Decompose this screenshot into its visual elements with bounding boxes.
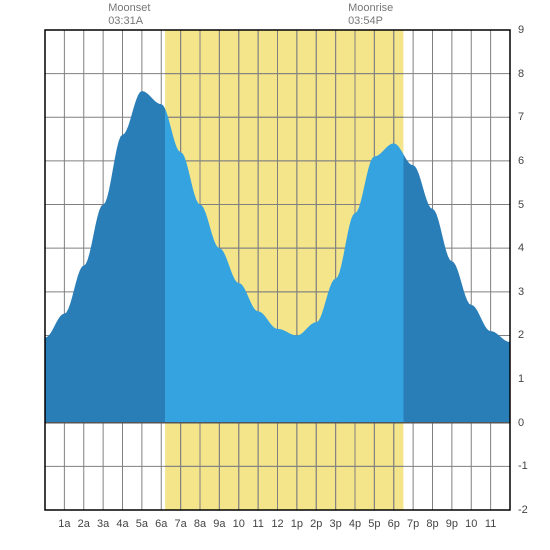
- y-tick-label: 2: [518, 329, 524, 341]
- x-tick-label: 9p: [446, 518, 458, 530]
- x-tick-label: 3p: [330, 518, 342, 530]
- x-tick-label: 2p: [310, 518, 322, 530]
- y-tick-label: 8: [518, 68, 524, 80]
- x-tick-label: 6a: [155, 518, 167, 530]
- y-tick-label: 9: [518, 24, 524, 36]
- x-tick-label: 5a: [136, 518, 148, 530]
- y-tick-label: 3: [518, 286, 524, 298]
- x-tick-label: 10: [233, 518, 245, 530]
- x-tick-label: 1a: [58, 518, 70, 530]
- y-tick-label: 4: [518, 242, 524, 254]
- x-tick-label: 5p: [368, 518, 380, 530]
- chart-svg: [0, 0, 550, 550]
- moonrise-annotation: Moonrise03:54P: [348, 2, 393, 28]
- y-tick-label: -1: [518, 460, 528, 472]
- moonrise-label: Moonrise: [348, 2, 393, 14]
- x-tick-label: 8p: [426, 518, 438, 530]
- x-tick-label: 10: [465, 518, 477, 530]
- moonset-time: 03:31A: [108, 15, 150, 28]
- x-tick-label: 11: [485, 518, 496, 530]
- y-tick-label: 7: [518, 111, 524, 123]
- moonrise-time: 03:54P: [348, 15, 393, 28]
- x-tick-label: 8a: [194, 518, 206, 530]
- tide-chart: Moonset03:31A Moonrise03:54P 1a 2a 3a 4a 5a 6a…: [0, 0, 550, 550]
- x-tick-label: 4a: [116, 518, 128, 530]
- x-tick-label: 7p: [407, 518, 419, 530]
- x-tick-label: 9a: [213, 518, 225, 530]
- y-tick-label: 1: [518, 373, 524, 385]
- y-tick-label: 0: [518, 417, 524, 429]
- x-tick-label: 11: [252, 518, 263, 530]
- x-tick-label: 7a: [175, 518, 187, 530]
- x-tick-label: 12: [271, 518, 283, 530]
- y-tick-label: 5: [518, 199, 524, 211]
- x-tick-label: 6p: [388, 518, 400, 530]
- x-tick-label: 4p: [349, 518, 361, 530]
- x-tick-label: 3a: [97, 518, 109, 530]
- moonset-label: Moonset: [108, 2, 150, 14]
- y-tick-label: 6: [518, 155, 524, 167]
- x-tick-label: 1p: [291, 518, 303, 530]
- x-tick-label: 2a: [78, 518, 90, 530]
- moonset-annotation: Moonset03:31A: [108, 2, 150, 28]
- y-tick-label: -2: [518, 504, 528, 516]
